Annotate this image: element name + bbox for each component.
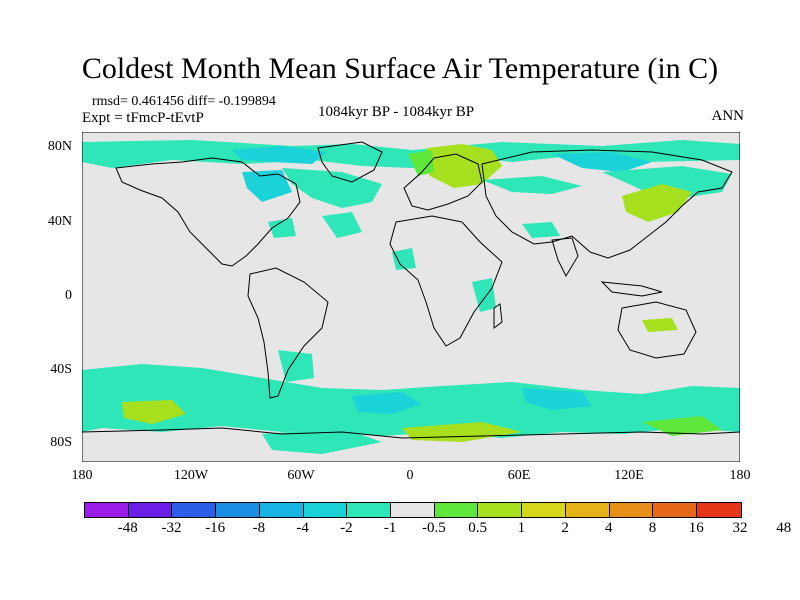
lon-tick-label: 60W [287, 468, 315, 483]
colorbar-swatch [478, 503, 523, 517]
lat-tick-label: 40S [50, 362, 72, 377]
coastlines [82, 141, 740, 439]
colorbar-swatch [303, 503, 348, 517]
anomaly-patch [472, 278, 496, 312]
lat-tick-label: 0 [65, 288, 72, 303]
period-label: 1084kyr BP - 1084kyr BP [318, 104, 475, 120]
colorbar-label: 16 [688, 520, 704, 536]
colorbar-label: 4 [605, 520, 613, 536]
lon-tick-label: 120E [614, 468, 644, 483]
coastline-indonesia [600, 281, 663, 297]
anomaly-patch [602, 166, 732, 198]
colorbar-swatch [85, 503, 129, 517]
world-map [82, 132, 740, 462]
stats-text: rmsd= 0.461456 diff= -0.199894 [92, 94, 276, 109]
anomaly-patch [122, 400, 186, 424]
colorbar-label: 1 [517, 520, 526, 536]
colorbar-swatch [609, 503, 654, 517]
colorbar-swatch [522, 503, 566, 517]
lon-tick-label: 0 [406, 468, 414, 483]
anomaly-patch [622, 184, 692, 222]
coastline-europe [403, 153, 483, 211]
lon-tick-label: 180 [729, 468, 751, 483]
colorbar [84, 502, 742, 518]
colorbar-swatch [347, 503, 392, 517]
anomaly-patch [642, 318, 678, 332]
anomaly-patch [232, 146, 327, 164]
anomaly-patch [392, 248, 416, 270]
colorbar-label: -1 [383, 520, 397, 536]
anomaly-patch [552, 152, 652, 172]
anomaly-patch [278, 350, 314, 382]
anomaly-patch [408, 150, 434, 176]
coastline-africa [389, 215, 503, 347]
colorbar-label: 0.5 [468, 520, 487, 536]
colorbar-swatch [434, 503, 479, 517]
lon-tick-label: 180 [71, 468, 93, 483]
anomaly-patch [522, 388, 592, 410]
colorbar-label: -8 [252, 520, 266, 536]
coastline-asia [481, 149, 733, 259]
lat-tick-label: 80S [50, 435, 72, 450]
colorbar-swatch [565, 503, 610, 517]
anomaly-patch [262, 428, 382, 454]
anomaly-patch [282, 168, 382, 208]
coastline-north-america [115, 157, 301, 267]
anomaly-patch [482, 176, 582, 194]
anomaly-patch [522, 222, 560, 238]
coastline-india [551, 237, 579, 278]
anomaly-patch [242, 170, 292, 202]
lon-tick-label: 60E [507, 468, 531, 483]
experiment-label: Expt = tFmcP-tEvtP [82, 110, 204, 126]
lat-tick-label: 40N [47, 214, 72, 229]
colorbar-label: -2 [340, 520, 353, 536]
colorbar-swatch [128, 503, 173, 517]
colorbar-label: -48 [117, 520, 138, 536]
coastline-antarctica [82, 427, 740, 439]
colorbar-swatch [653, 503, 698, 517]
colorbar-swatch [172, 503, 217, 517]
lat-tick-label: 80N [47, 139, 72, 154]
season-label: ANN [711, 108, 745, 124]
colorbar-label: -16 [205, 520, 226, 536]
colorbar-label: -32 [161, 520, 182, 536]
anomaly-patch [268, 218, 296, 238]
plot-title: Coldest Month Mean Surface Air Temperatu… [81, 52, 719, 85]
colorbar-label: 8 [648, 520, 657, 536]
colorbar-swatch [259, 503, 304, 517]
anomaly-patch [422, 144, 502, 188]
colorbar-swatch [216, 503, 260, 517]
colorbar-label: 48 [776, 520, 792, 536]
anomaly-patch [642, 416, 722, 436]
colorbar-label: -4 [296, 520, 309, 536]
colorbar-label: 32 [732, 520, 748, 536]
coastline-australia [617, 301, 697, 359]
anomaly-patch [322, 212, 362, 238]
anomaly-fill-layer [82, 140, 740, 454]
coastline-greenland [317, 141, 383, 183]
colorbar-label: -0.5 [421, 520, 446, 536]
colorbar-swatch [391, 503, 435, 517]
coastline-south-america [247, 267, 329, 399]
lon-tick-label: 120W [173, 468, 209, 483]
colorbar-swatch [697, 503, 741, 517]
anomaly-patch [352, 392, 422, 414]
coastline-madagascar [493, 303, 503, 329]
colorbar-label: 2 [561, 520, 569, 536]
